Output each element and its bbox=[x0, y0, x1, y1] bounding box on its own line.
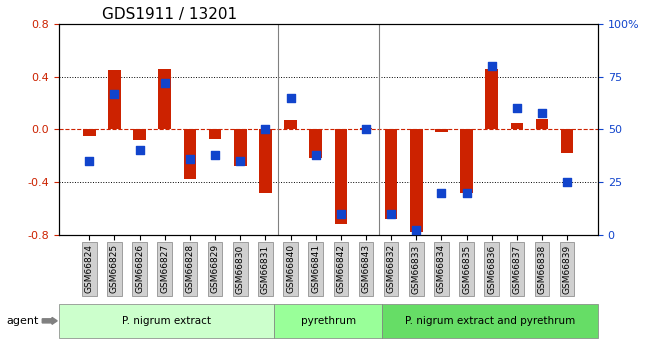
Bar bbox=[309, 129, 322, 158]
Bar bbox=[561, 129, 573, 153]
Point bbox=[562, 179, 573, 185]
Bar bbox=[359, 128, 372, 129]
Bar bbox=[259, 129, 272, 193]
Bar bbox=[410, 129, 422, 232]
Bar bbox=[184, 129, 196, 179]
Bar bbox=[385, 129, 397, 219]
Bar bbox=[209, 129, 222, 139]
Bar bbox=[486, 69, 498, 129]
Bar bbox=[536, 119, 549, 129]
Text: GDS1911 / 13201: GDS1911 / 13201 bbox=[101, 7, 237, 22]
Bar bbox=[511, 123, 523, 129]
Point bbox=[260, 127, 270, 132]
Point bbox=[462, 190, 472, 195]
Point bbox=[512, 106, 522, 111]
Bar bbox=[284, 120, 297, 129]
Point bbox=[285, 95, 296, 101]
Text: P. nigrum extract and pyrethrum: P. nigrum extract and pyrethrum bbox=[405, 316, 575, 326]
Point bbox=[84, 158, 94, 164]
Bar bbox=[108, 70, 121, 129]
Point bbox=[335, 211, 346, 216]
Text: pyrethrum: pyrethrum bbox=[301, 316, 356, 326]
Bar bbox=[234, 129, 246, 166]
Point bbox=[411, 228, 421, 233]
Point bbox=[436, 190, 447, 195]
Bar bbox=[159, 69, 171, 129]
Bar bbox=[335, 129, 347, 224]
Point bbox=[109, 91, 120, 96]
Point bbox=[235, 158, 246, 164]
Text: agent: agent bbox=[6, 316, 39, 326]
Bar bbox=[133, 129, 146, 140]
Point bbox=[135, 148, 145, 153]
Bar bbox=[83, 129, 96, 136]
Point bbox=[159, 80, 170, 86]
Point bbox=[487, 63, 497, 69]
Bar bbox=[460, 129, 473, 193]
Point bbox=[185, 156, 195, 161]
Point bbox=[386, 211, 396, 216]
Text: P. nigrum extract: P. nigrum extract bbox=[122, 316, 211, 326]
Point bbox=[361, 127, 371, 132]
Point bbox=[311, 152, 321, 157]
Point bbox=[210, 152, 220, 157]
Point bbox=[537, 110, 547, 115]
Bar bbox=[435, 129, 448, 132]
